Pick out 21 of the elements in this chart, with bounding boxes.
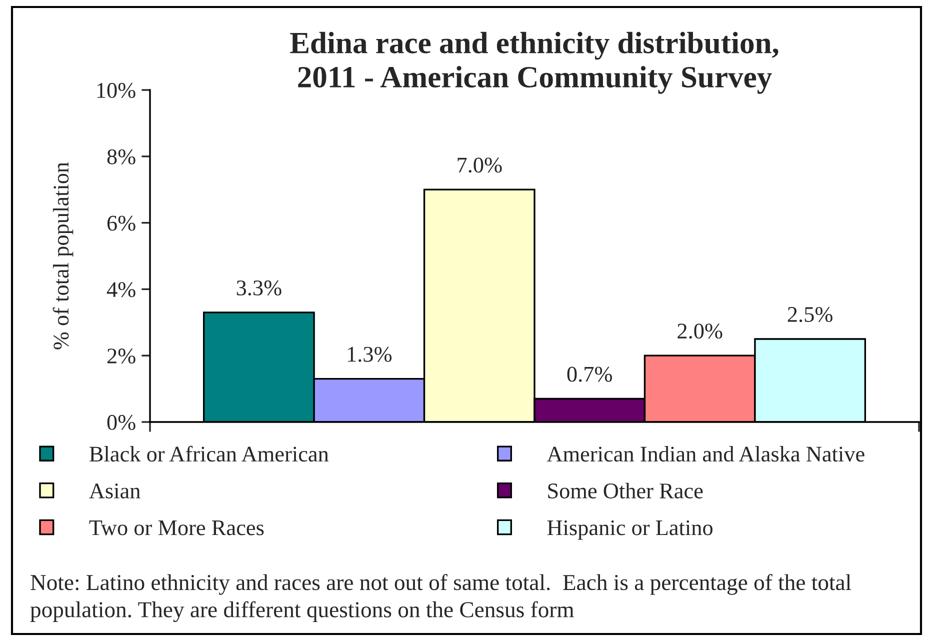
legend-label: Some Other Race — [548, 482, 703, 498]
y-tick-label: 2% — [107, 348, 136, 364]
y-tick-label: 0% — [107, 414, 136, 430]
y-tick-label: 10% — [97, 82, 136, 98]
data-label: 3.3% — [236, 280, 282, 296]
data-label: 2.5% — [788, 306, 832, 322]
data-label: 0.7% — [567, 366, 612, 382]
data-label: 7.0% — [458, 158, 502, 173]
legend-label: Black or African American — [90, 446, 329, 462]
chart-title: Edina race and ethnicity distribution, 2011 - American Community Survey — [290, 32, 778, 94]
legend-label: Asian — [89, 484, 140, 498]
legend-label: Hispanic or Latino — [547, 520, 712, 540]
y-tick-label: 4% — [106, 282, 136, 298]
legend-label: American Indian and Alaska Native — [546, 446, 864, 462]
legend-label: Two or More Races — [89, 520, 264, 536]
data-label: 1.3% — [348, 346, 392, 362]
data-label: 2.0% — [678, 324, 722, 339]
y-tick-label: 6% — [107, 216, 136, 231]
text: Note: Latino ethnicity and races are not out of same total. Each is a percentage of the total population. They are different questions on the Census form — [30, 574, 852, 622]
y-tick-label: 8% — [107, 149, 136, 164]
y-axis-title: % of total population — [52, 162, 74, 350]
